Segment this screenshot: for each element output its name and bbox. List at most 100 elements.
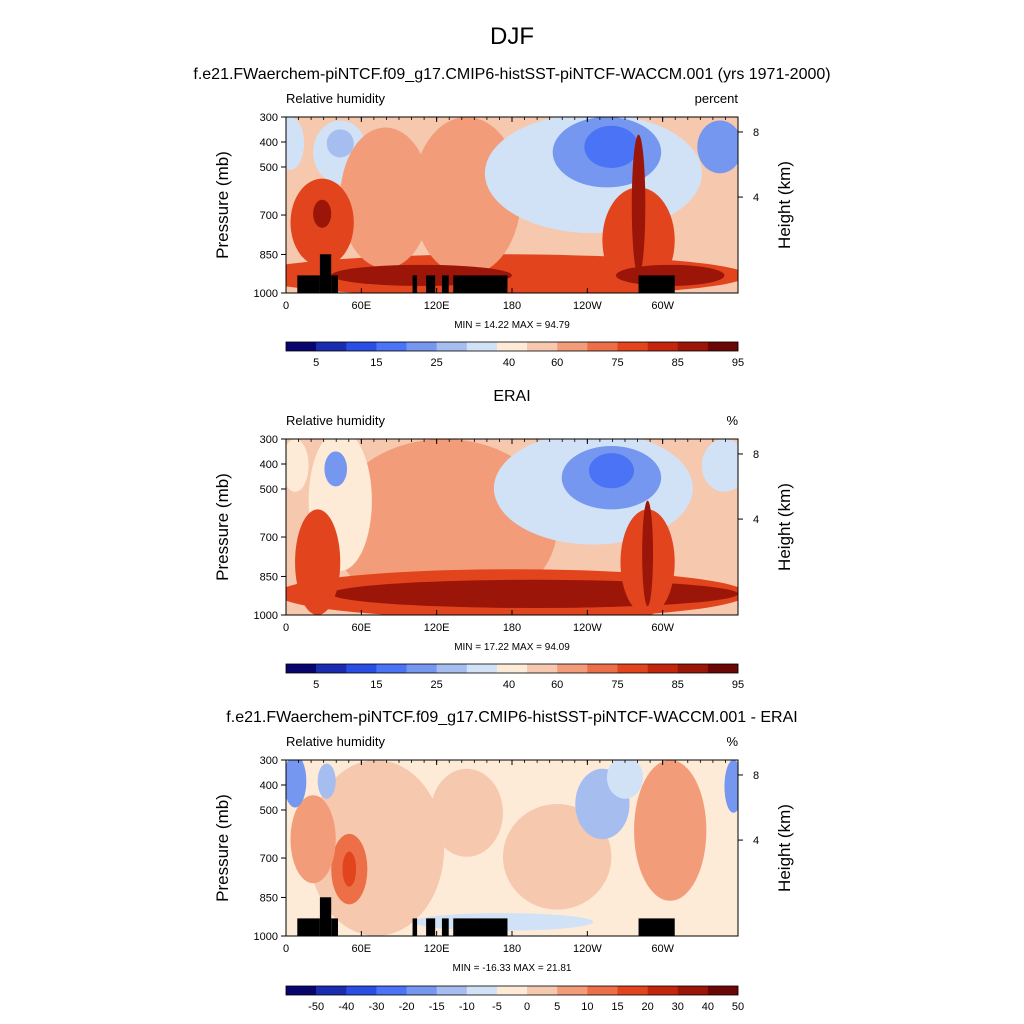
contour-region	[290, 795, 336, 884]
colorbar: -50 -40 -30 -20 -15 -10 -5 0 5 10 15 20 30 40 50	[285, 985, 744, 1013]
panel-title: f.e21.FWaerchem-piNTCF.f09_g17.CMIP6-his…	[193, 66, 830, 83]
terrain-mask	[441, 275, 449, 293]
x-tick-label: 60W	[651, 300, 674, 312]
colorbar-swatch	[557, 664, 588, 673]
terrain-mask	[426, 275, 436, 293]
colorbar-swatch	[707, 342, 739, 351]
terrain-mask	[297, 275, 320, 293]
contour-region	[588, 453, 635, 489]
x-tick-label: 180	[503, 622, 521, 634]
colorbar-swatch	[436, 342, 468, 351]
contour-region	[606, 760, 644, 799]
y2-axis-title: Height (km)	[775, 804, 794, 892]
colorbar-swatch	[677, 664, 709, 673]
x-tick-label: 60E	[352, 622, 372, 634]
terrain-mask	[331, 918, 338, 936]
colorbar-swatch	[617, 986, 648, 995]
colorbar-swatch	[617, 342, 648, 351]
y2-tick-label: 4	[753, 835, 759, 847]
colorbar-swatch	[496, 342, 528, 351]
colorbar-swatch	[436, 664, 468, 673]
y-tick-label: 400	[260, 137, 278, 149]
colorbar-swatch	[286, 664, 317, 673]
terrain-mask	[319, 897, 332, 936]
y2-tick-label: 4	[753, 514, 759, 526]
y-axis-title: Pressure (mb)	[213, 473, 232, 581]
y-tick-label: 400	[260, 459, 278, 471]
x-tick-label: 120W	[573, 622, 602, 634]
contour-region	[502, 804, 612, 910]
variable-label: Relative humidity	[286, 734, 385, 749]
terrain-mask	[441, 918, 449, 936]
contour-region	[317, 763, 336, 799]
colorbar-label: 20	[641, 1001, 653, 1013]
colorbar-swatch	[647, 342, 679, 351]
colorbar-swatch	[286, 342, 317, 351]
chart-panel-2: ERAI Relative humidity % 0 60E 120E 180 120W 60W…	[213, 388, 794, 691]
x-tick-label: 120E	[424, 300, 450, 312]
colorbar-swatch	[707, 986, 739, 995]
contour-region	[340, 127, 431, 269]
colorbar-swatch	[617, 664, 648, 673]
colorbar-swatch	[496, 986, 528, 995]
colorbar-swatch	[466, 342, 498, 351]
y2-tick-label: 8	[753, 770, 759, 782]
min-max-label: MIN = -16.33 MAX = 21.81	[453, 963, 572, 974]
min-max-label: MIN = 14.22 MAX = 94.79	[454, 320, 570, 331]
contour-region	[324, 451, 348, 487]
contour-region	[642, 500, 654, 607]
terrain-mask	[426, 918, 436, 936]
contour-region	[295, 509, 341, 615]
colorbar-swatch	[286, 986, 317, 995]
y-tick-label: 850	[260, 571, 278, 583]
colorbar-label: 60	[551, 357, 563, 369]
colorbar-swatch	[346, 664, 377, 673]
colorbar-label: 40	[503, 357, 515, 369]
contour-field	[286, 439, 738, 615]
colorbar-frame	[285, 985, 739, 996]
colorbar-swatch	[587, 664, 618, 673]
colorbar-frame	[285, 341, 739, 352]
y-tick-label: 1000	[254, 931, 278, 943]
colorbar-label: 15	[370, 357, 382, 369]
x-tick-label: 0	[283, 943, 289, 955]
y-tick-label: 400	[260, 780, 278, 792]
y2-tick-label: 4	[753, 192, 759, 204]
colorbar-label: 75	[611, 357, 623, 369]
contour-region	[286, 760, 307, 808]
colorbar-swatch	[527, 342, 558, 351]
y-tick-label: 300	[260, 112, 278, 124]
y-tick-label: 1000	[254, 288, 278, 300]
colorbar-swatch	[587, 986, 618, 995]
x-tick-label: 0	[283, 622, 289, 634]
colorbar-swatch	[436, 986, 468, 995]
contour-region	[724, 760, 738, 813]
terrain-mask	[297, 918, 320, 936]
colorbar-swatch	[316, 342, 347, 351]
colorbar-swatch	[406, 342, 437, 351]
colorbar-label: -40	[338, 1001, 354, 1013]
colorbar-swatch	[677, 986, 709, 995]
contour-region	[634, 760, 707, 901]
contour-region	[430, 768, 503, 857]
terrain-mask	[453, 918, 508, 936]
colorbar-swatch	[376, 986, 407, 995]
colorbar-swatch	[316, 986, 347, 995]
colorbar-label: 10	[581, 1001, 593, 1013]
colorbar-label: 50	[732, 1001, 744, 1013]
terrain-mask	[331, 275, 338, 293]
y2-axis-title: Height (km)	[775, 161, 794, 249]
y-tick-label: 700	[260, 210, 278, 222]
units-label: %	[726, 734, 738, 749]
contour-field	[286, 117, 738, 293]
x-tick-label: 120W	[573, 300, 602, 312]
x-tick-label: 180	[503, 943, 521, 955]
contour-region	[326, 129, 354, 158]
colorbar-label: 5	[554, 1001, 560, 1013]
units-label: %	[726, 413, 738, 428]
colorbar-label: -20	[399, 1001, 415, 1013]
x-tick-label: 0	[283, 300, 289, 312]
colorbar-label: 5	[313, 357, 319, 369]
contour-region	[286, 439, 309, 492]
y-tick-label: 700	[260, 853, 278, 865]
